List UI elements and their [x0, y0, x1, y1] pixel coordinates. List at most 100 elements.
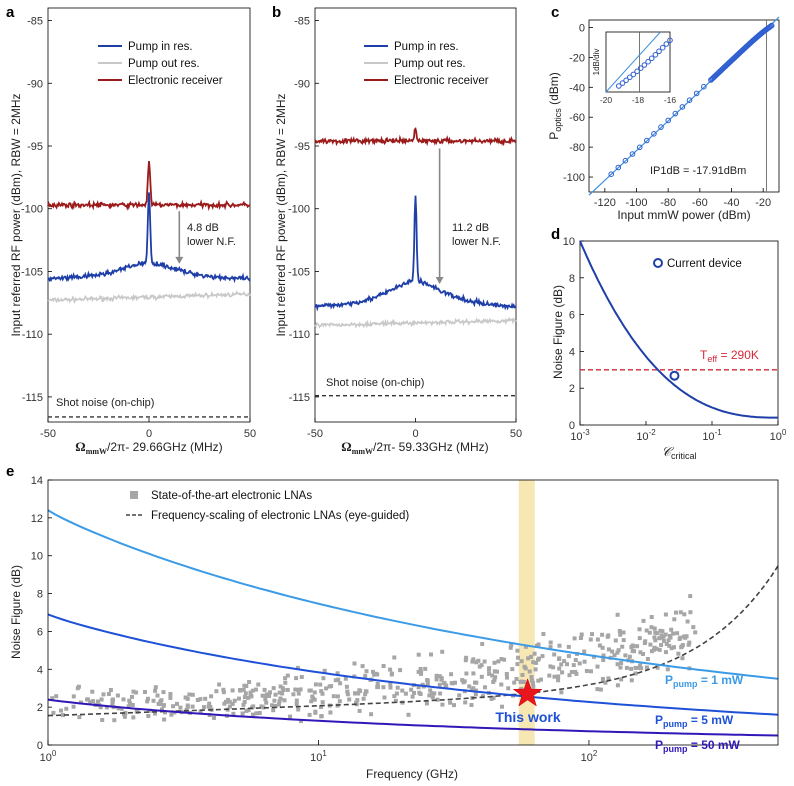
- panel-e-pump-curves: [47, 509, 779, 737]
- lna-point: [474, 660, 479, 665]
- lna-point: [203, 696, 208, 701]
- lna-point: [573, 658, 578, 662]
- lna-point: [452, 703, 456, 708]
- series-pump-out: [314, 317, 517, 329]
- lna-point: [356, 691, 361, 696]
- lna-point: [492, 669, 497, 674]
- x-tick-label: -40: [724, 197, 740, 209]
- lna-point: [649, 625, 654, 630]
- x-tick-label: -20: [755, 197, 771, 209]
- lna-point: [653, 638, 658, 643]
- lna-point: [230, 701, 235, 706]
- lna-point: [388, 667, 393, 672]
- pump-curve-3: [47, 698, 779, 737]
- lna-point: [595, 637, 600, 642]
- lna-point: [270, 703, 274, 708]
- lna-point: [321, 676, 326, 681]
- lna-point: [347, 697, 352, 702]
- lna-point: [518, 679, 523, 684]
- lna-point: [688, 594, 693, 599]
- lna-point: [548, 640, 553, 645]
- y-tick-label: 8: [569, 273, 575, 285]
- lna-point: [308, 688, 313, 693]
- panel-c-annotation: IP1dB = -17.91dBm: [650, 165, 746, 177]
- lna-point: [221, 687, 226, 692]
- lna-point: [253, 687, 258, 692]
- lna-point: [208, 705, 213, 709]
- lna-point: [547, 673, 552, 678]
- lna-point: [572, 636, 577, 641]
- lna-point: [500, 704, 504, 709]
- panel-b-y-ticks: -85 -90 -95 -100 -105 -110 -115: [288, 16, 319, 404]
- lna-point: [556, 678, 561, 683]
- lna-point: [642, 641, 647, 645]
- lna-point: [463, 700, 468, 705]
- pump-curve-1: [47, 509, 779, 680]
- lna-point: [226, 697, 230, 702]
- legend-lna: State-of-the-art electronic LNAs: [151, 490, 312, 502]
- x-tick-label: 0: [146, 428, 152, 440]
- lna-point: [295, 687, 300, 692]
- lna-point: [158, 702, 163, 707]
- panel-d-ylabel: Noise Figure (dB): [551, 285, 565, 379]
- panel-e-this-work-label: This work: [495, 709, 561, 725]
- y-tick-label: -110: [289, 329, 310, 341]
- inset-point: [630, 71, 637, 78]
- lna-point: [618, 632, 623, 637]
- lna-point: [393, 698, 398, 703]
- lna-point: [480, 642, 485, 646]
- lna-point: [471, 686, 476, 691]
- lna-point: [291, 692, 296, 697]
- lna-point: [242, 683, 247, 688]
- lna-point: [672, 645, 676, 650]
- lna-point: [115, 693, 120, 698]
- y-tick-label: -20: [569, 52, 585, 64]
- panel-e-xlabel: Frequency (GHz): [366, 767, 458, 781]
- panel-e-ylabel: Noise Figure (dB): [9, 565, 23, 659]
- lna-point: [320, 691, 325, 696]
- y-tick-label: -95: [294, 141, 310, 153]
- x-tick-base: 10: [310, 752, 322, 764]
- lna-point: [479, 674, 484, 679]
- label-pump-50mw: Ppump = 50 mW: [655, 738, 741, 754]
- lna-point: [509, 643, 514, 648]
- lna-point: [601, 653, 606, 658]
- inset-point: [663, 41, 670, 47]
- panel-d-y-ticks: 0 2 4 6 8 10: [563, 236, 584, 432]
- lna-point: [584, 669, 589, 673]
- lna-point: [529, 675, 534, 679]
- lna-point: [629, 666, 634, 671]
- lna-point: [471, 657, 476, 662]
- lna-point: [54, 694, 59, 699]
- lna-point: [71, 694, 76, 699]
- panel-a-legend: Pump in res. Pump out res. Electronic re…: [98, 41, 223, 87]
- lna-point: [319, 689, 324, 694]
- lna-point: [521, 680, 526, 684]
- lna-point: [633, 665, 638, 670]
- inset-point: [627, 74, 633, 81]
- data-point: [636, 144, 643, 151]
- x-tick-label: 10-3: [570, 428, 590, 443]
- lna-point: [536, 642, 541, 647]
- panel-d-current-device-marker: [669, 370, 680, 381]
- lna-point: [335, 671, 340, 676]
- lna-point: [327, 684, 332, 689]
- data-point: [693, 90, 700, 97]
- legend-electronic: Electronic receiver: [394, 75, 489, 87]
- lna-point: [264, 694, 269, 698]
- panel-c-label: c: [551, 4, 559, 21]
- lna-point: [678, 635, 683, 640]
- lna-point: [254, 711, 259, 716]
- lna-point: [283, 680, 288, 685]
- lna-point: [600, 645, 605, 650]
- lna-point: [648, 642, 653, 647]
- panel-a: a -85 -90 -95 -100 -105 -110 -115 -50 0 50 Shot …: [6, 4, 256, 456]
- panel-b-legend: Pump in res. Pump out res. Electronic re…: [364, 41, 489, 87]
- lna-point: [688, 610, 693, 615]
- lna-point: [605, 634, 610, 639]
- panel-e-label: e: [6, 463, 14, 480]
- lna-point: [376, 685, 380, 689]
- data-point: [701, 83, 707, 90]
- legend-electronic: Electronic receiver: [128, 75, 223, 87]
- lna-point: [467, 684, 472, 689]
